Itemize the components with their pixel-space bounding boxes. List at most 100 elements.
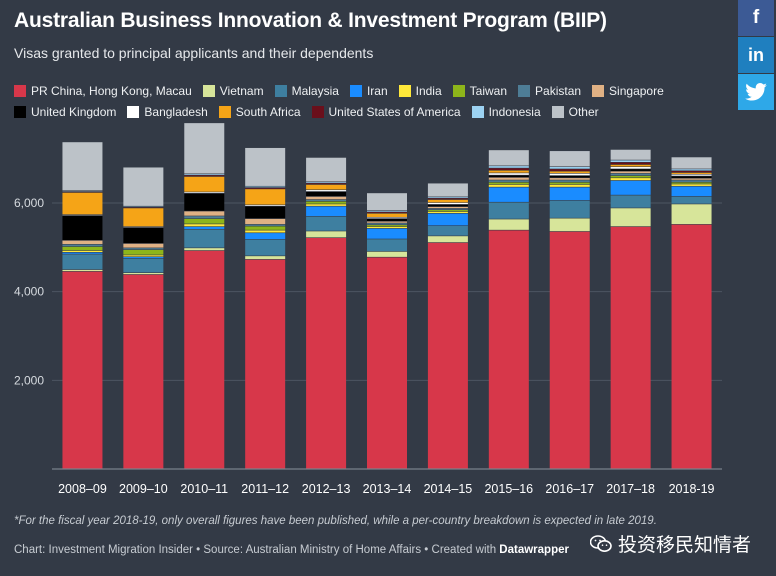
bar-segment [367,226,407,229]
bar-segment [62,244,103,247]
bar-segment [123,249,164,255]
chart-subtitle: Visas granted to principal applicants an… [14,45,374,61]
bar-segment [62,142,103,191]
facebook-icon: f [752,7,760,28]
bar-segment [367,212,407,213]
y-tick-label: 6,000 [14,196,44,210]
bar-segment [549,173,590,176]
facebook-share-button[interactable]: f [738,0,774,36]
bar-segment [549,169,590,171]
linkedin-share-button[interactable]: in [738,37,774,73]
x-tick-label: 2017–18 [606,482,655,496]
bar-segment [427,236,468,243]
bar-segment [184,193,225,211]
legend-label: Vietnam [219,84,264,98]
bar-segment [671,157,712,169]
bar-segment [245,206,286,219]
bar-segment [184,226,225,229]
bar-segment [427,242,468,469]
legend-label: India [415,84,442,98]
legend-swatch [349,85,362,97]
bar-segment [184,123,225,174]
bar-segment [610,175,651,178]
bar-segment [549,167,590,169]
x-tick-label: 2009–10 [119,482,168,496]
bar-segment [367,218,407,221]
legend-label: Other [568,105,599,119]
legend-item: India [398,83,442,99]
bar-segment [306,184,347,190]
wechat-icon [590,534,612,552]
bar-segment [610,167,651,169]
x-tick-label: 2015–16 [484,482,533,496]
bar-segment [123,248,164,250]
bar-segment [62,192,103,215]
legend-swatch [127,106,140,118]
legend-item: Indonesia [471,104,541,120]
bar-segment [245,189,286,205]
bar-segment [488,184,529,187]
bar-segment [610,162,651,165]
bar-segment [306,157,347,182]
bar-segment [245,259,286,469]
bar-segment [488,170,529,173]
legend-swatch [14,85,26,97]
legend-swatch [218,106,231,118]
bar-segment [62,269,103,272]
twitter-share-button[interactable] [738,74,774,110]
bar-segment [427,206,468,209]
bar-segment [488,202,529,219]
bar-segment [123,208,164,227]
bar-segment [245,239,286,256]
bar-segment [488,150,529,166]
x-tick-label: 2018-19 [669,482,715,496]
bar-segment [671,171,712,173]
bar-segment [245,224,286,226]
bar-segment [245,226,286,230]
bar-segment [367,223,407,225]
legend-swatch [274,85,287,97]
legend-item: Bangladesh [127,104,208,120]
x-tick-label: 2012–13 [302,482,351,496]
bar-segment [245,147,286,186]
bar-segment [306,199,347,202]
bar-segment [184,192,225,194]
bar-segment [610,171,651,174]
bar-segment [62,250,103,253]
bar-segment [367,225,407,227]
bar-segment [306,182,347,183]
bar-segment [367,251,407,257]
bar-segment [488,177,529,180]
chart-legend: PR China, Hong Kong, Macau Vietnam Malaysi… [14,83,694,120]
bar-segment [123,227,164,244]
bar-segment [549,200,590,218]
bar-segment [610,164,651,167]
bar-segment [245,233,286,240]
bar-segment [488,219,529,230]
bar-segment [306,237,347,469]
datawrapper-link[interactable]: Datawrapper [499,544,569,556]
bar-segment [306,190,347,192]
legend-swatch [592,85,605,97]
share-bar: f in [738,0,776,111]
bar-segment [123,243,164,248]
bar-segment [245,187,286,189]
x-tick-label: 2008–09 [58,482,107,496]
wechat-watermark: 投资移民知情者 [590,530,751,557]
bar-segment [427,199,468,203]
legend-label: Iran [366,84,388,98]
bar-segment [671,184,712,186]
bar-segment [671,174,712,176]
bar-segment [549,187,590,201]
bar-segment [184,248,225,251]
bar-segment [367,221,407,223]
y-tick-label: 4,000 [14,285,44,299]
bar-segment [427,198,468,200]
bar-segment [488,230,529,469]
bar-segment [610,195,651,208]
bar-segment [671,182,712,184]
bar-segment [306,206,347,217]
bar-segment [488,175,529,178]
bar-segment [367,213,407,217]
legend-swatch [518,85,531,97]
